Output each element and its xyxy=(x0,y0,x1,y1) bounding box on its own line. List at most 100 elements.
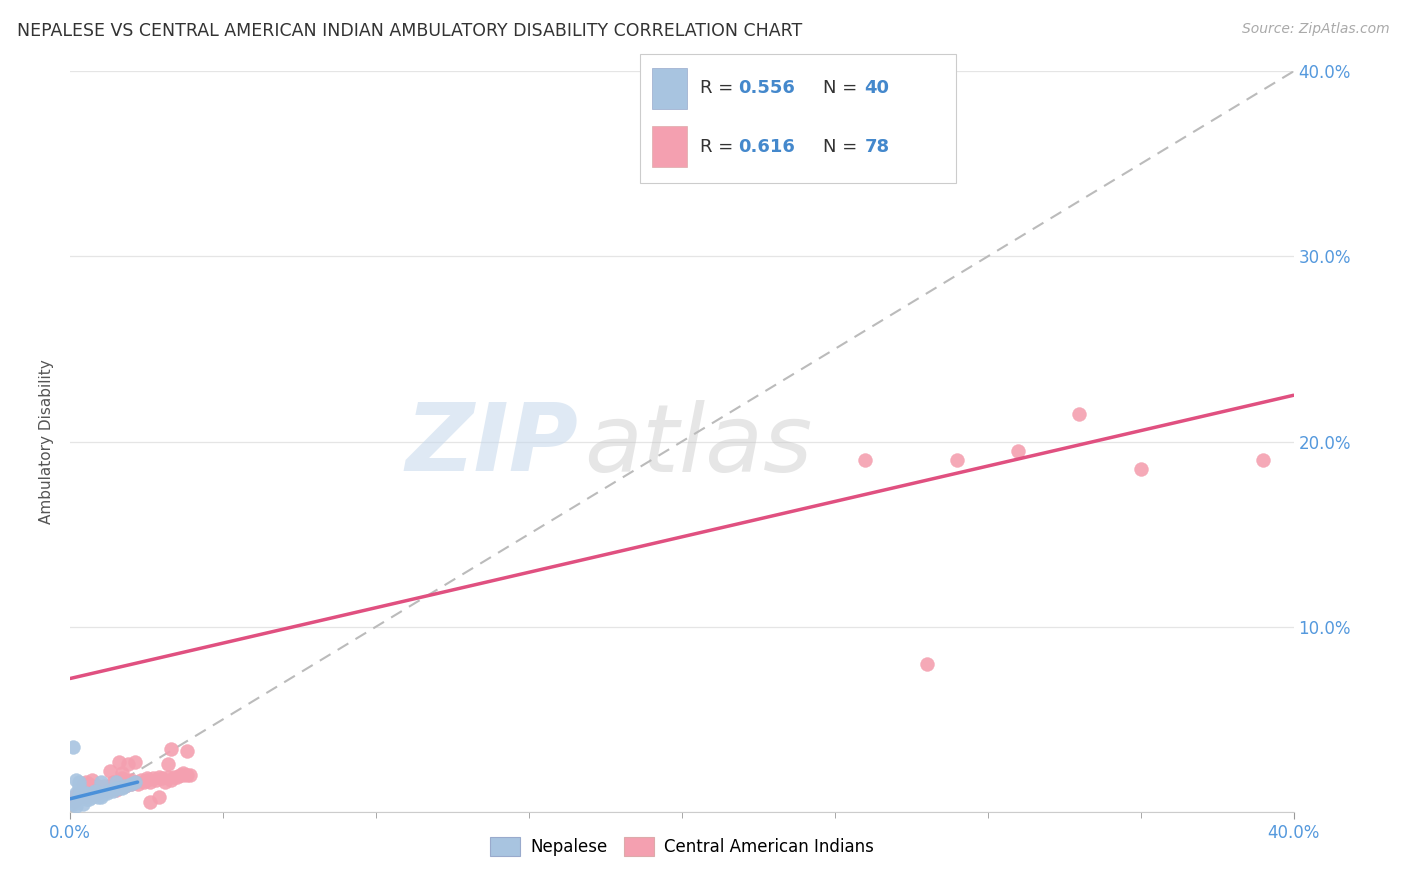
Text: NEPALESE VS CENTRAL AMERICAN INDIAN AMBULATORY DISABILITY CORRELATION CHART: NEPALESE VS CENTRAL AMERICAN INDIAN AMBU… xyxy=(17,22,801,40)
Point xyxy=(121,773,143,788)
Point xyxy=(87,786,110,800)
Point xyxy=(69,788,91,802)
Point xyxy=(90,788,112,802)
Point xyxy=(93,786,115,800)
Point xyxy=(96,786,118,800)
Point xyxy=(111,779,134,793)
Text: 0.616: 0.616 xyxy=(738,137,794,155)
Point xyxy=(114,779,136,793)
Point xyxy=(80,786,103,800)
Point xyxy=(69,789,91,804)
Point xyxy=(69,791,91,805)
Point xyxy=(176,744,198,758)
Point xyxy=(117,756,139,771)
Point xyxy=(111,780,134,795)
Point xyxy=(62,794,84,808)
Text: N =: N = xyxy=(824,137,863,155)
Point xyxy=(77,788,100,802)
Point xyxy=(77,784,100,798)
Point xyxy=(166,770,188,784)
Point xyxy=(90,784,112,798)
Bar xyxy=(652,126,688,168)
Point xyxy=(142,772,165,786)
Point xyxy=(101,784,124,798)
Point xyxy=(105,775,128,789)
Point xyxy=(65,773,87,788)
Point xyxy=(77,777,100,791)
Point xyxy=(169,767,191,781)
Point xyxy=(80,786,103,800)
Point xyxy=(163,770,186,784)
Text: R =: R = xyxy=(700,79,738,97)
Point xyxy=(150,772,173,786)
Point xyxy=(160,741,183,756)
Y-axis label: Ambulatory Disability: Ambulatory Disability xyxy=(39,359,55,524)
Point xyxy=(65,791,87,805)
Point xyxy=(90,780,112,795)
Point xyxy=(157,756,180,771)
Point xyxy=(111,772,134,786)
Point xyxy=(135,773,157,788)
Point xyxy=(139,775,162,789)
Text: N =: N = xyxy=(824,79,863,97)
Point xyxy=(77,789,100,804)
Point xyxy=(179,767,201,781)
Point xyxy=(75,786,97,800)
FancyBboxPatch shape xyxy=(640,54,956,183)
Point xyxy=(129,773,152,788)
Point xyxy=(172,765,194,780)
Point xyxy=(72,784,94,798)
Point xyxy=(77,791,100,805)
Point xyxy=(157,770,180,784)
Point xyxy=(132,775,155,789)
Point xyxy=(101,775,124,789)
Point xyxy=(80,773,103,788)
Point xyxy=(117,777,139,791)
Point xyxy=(148,770,170,784)
Point xyxy=(93,779,115,793)
Text: R =: R = xyxy=(700,137,738,155)
Text: 78: 78 xyxy=(865,137,890,155)
Point xyxy=(83,788,105,802)
Point xyxy=(172,767,194,781)
Point xyxy=(69,775,91,789)
Point xyxy=(1069,407,1091,421)
Point xyxy=(121,777,143,791)
Point xyxy=(98,779,121,793)
Point xyxy=(160,773,183,788)
Point xyxy=(75,789,97,804)
Point xyxy=(946,453,969,467)
Point xyxy=(80,788,103,802)
Point xyxy=(72,789,94,804)
Point xyxy=(90,775,112,789)
Point xyxy=(87,779,110,793)
Point xyxy=(108,780,131,795)
Point xyxy=(83,788,105,802)
Point xyxy=(96,784,118,798)
Point xyxy=(93,782,115,797)
Point xyxy=(176,767,198,781)
Point xyxy=(65,786,87,800)
Point xyxy=(83,784,105,798)
Point xyxy=(62,797,84,812)
Text: 40: 40 xyxy=(865,79,890,97)
Point xyxy=(135,772,157,786)
Text: atlas: atlas xyxy=(583,400,813,491)
Legend: Nepalese, Central American Indians: Nepalese, Central American Indians xyxy=(484,830,880,863)
Point xyxy=(75,775,97,789)
Text: Source: ZipAtlas.com: Source: ZipAtlas.com xyxy=(1241,22,1389,37)
Point xyxy=(72,788,94,802)
Bar xyxy=(652,68,688,109)
Point xyxy=(1129,462,1152,476)
Point xyxy=(105,782,128,797)
Point xyxy=(855,453,877,467)
Point xyxy=(65,799,87,814)
Point xyxy=(124,775,146,789)
Point xyxy=(111,765,134,780)
Point xyxy=(127,777,149,791)
Point xyxy=(77,788,100,802)
Point xyxy=(108,780,131,795)
Point xyxy=(915,657,938,671)
Point xyxy=(98,782,121,797)
Point xyxy=(153,775,176,789)
